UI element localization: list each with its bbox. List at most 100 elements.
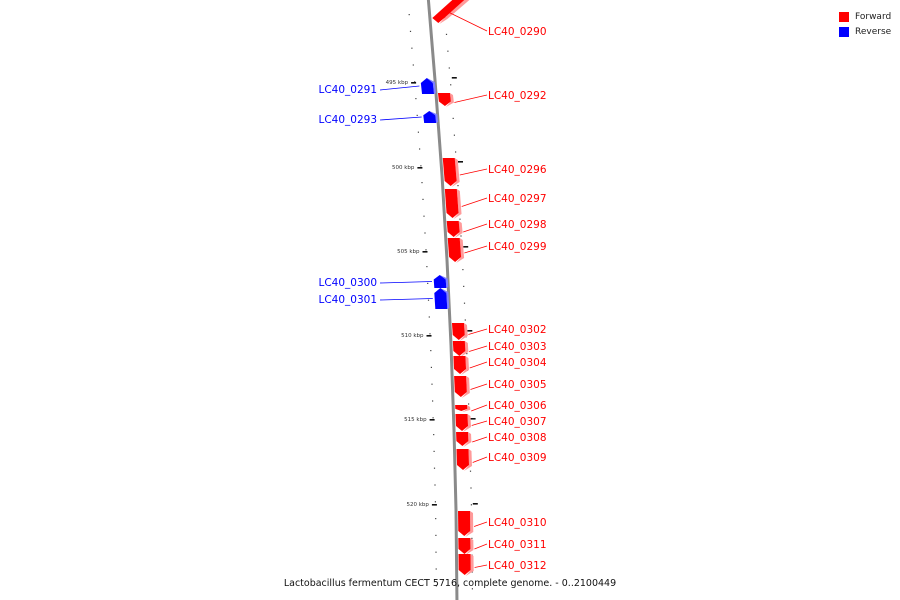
gene-LC40_0305[interactable]: LC40_0305 bbox=[454, 376, 547, 398]
tick-dot bbox=[429, 333, 431, 335]
gene-arrow[interactable] bbox=[458, 538, 471, 554]
major-tick bbox=[429, 419, 435, 421]
tick-dot bbox=[459, 218, 461, 220]
gene-label[interactable]: LC40_0291 bbox=[318, 84, 377, 96]
gene-label[interactable]: LC40_0300 bbox=[318, 277, 377, 289]
gene-arrow[interactable] bbox=[420, 78, 435, 94]
tick-dot bbox=[417, 131, 419, 133]
legend-reverse-label: Reverse bbox=[855, 26, 892, 37]
gene-label[interactable]: LC40_0293 bbox=[318, 114, 377, 126]
gene-arrow-shade bbox=[445, 93, 454, 107]
gene-LC40_0301[interactable]: LC40_0301 bbox=[318, 288, 450, 309]
gene-leader-line bbox=[471, 420, 488, 426]
gene-LC40_0299[interactable]: LC40_0299 bbox=[447, 238, 547, 263]
gene-arrow[interactable] bbox=[434, 288, 448, 309]
gene-LC40_0307[interactable]: LC40_0307 bbox=[455, 414, 547, 432]
tick-dot bbox=[470, 504, 472, 506]
gene-label[interactable]: LC40_0296 bbox=[488, 164, 547, 176]
gene-arrow[interactable] bbox=[451, 323, 465, 340]
gene-label[interactable]: LC40_0297 bbox=[488, 193, 547, 205]
gene-arrow[interactable] bbox=[447, 238, 462, 262]
gene-label[interactable]: LC40_0292 bbox=[488, 90, 547, 102]
gene-label[interactable]: LC40_0298 bbox=[488, 219, 547, 231]
gene-LC40_0300[interactable]: LC40_0300 bbox=[318, 275, 449, 289]
gene-label[interactable]: LC40_0303 bbox=[488, 341, 547, 353]
kbp-label: 515 kbp bbox=[404, 417, 427, 423]
gene-arrow-shade bbox=[439, 275, 449, 288]
gene-label[interactable]: LC40_0309 bbox=[488, 452, 547, 464]
gene-arrow[interactable] bbox=[452, 341, 466, 356]
major-tick bbox=[417, 167, 423, 169]
gene-arrow-shade bbox=[426, 78, 437, 94]
gene-LC40_0291[interactable]: LC40_0291 bbox=[318, 78, 437, 96]
gene-arrow-shade bbox=[465, 511, 474, 537]
gene-label[interactable]: LC40_0306 bbox=[488, 400, 547, 412]
gene-LC40_0293[interactable]: LC40_0293 bbox=[318, 111, 439, 126]
gene-LC40_0292[interactable]: LC40_0292 bbox=[437, 90, 547, 107]
gene-label[interactable]: LC40_0310 bbox=[488, 517, 547, 529]
gene-label[interactable]: LC40_0312 bbox=[488, 560, 547, 572]
gene-label[interactable]: LC40_0290 bbox=[488, 26, 547, 38]
gene-LC40_0296[interactable]: LC40_0296 bbox=[442, 158, 547, 187]
gene-arrow[interactable] bbox=[455, 405, 468, 411]
gene-arrow[interactable] bbox=[437, 93, 451, 106]
gene-arrow[interactable] bbox=[456, 449, 469, 470]
tick-dot bbox=[432, 400, 434, 402]
tick-dot bbox=[408, 14, 410, 16]
tick-dot bbox=[424, 232, 426, 234]
gene-arrow[interactable] bbox=[455, 414, 469, 431]
gene-arrow[interactable] bbox=[444, 189, 459, 218]
gene-arrow[interactable] bbox=[458, 554, 471, 575]
tick-dot bbox=[455, 151, 457, 153]
gene-arrow-shade bbox=[456, 238, 465, 263]
gene-label[interactable]: LC40_0304 bbox=[488, 357, 547, 369]
gene-label[interactable]: LC40_0302 bbox=[488, 324, 547, 336]
gene-label[interactable]: LC40_0307 bbox=[488, 416, 547, 428]
gene-arrow[interactable] bbox=[432, 0, 471, 23]
gene-LC40_0298[interactable]: LC40_0298 bbox=[446, 219, 547, 238]
gene-label[interactable]: LC40_0301 bbox=[318, 294, 377, 306]
gene-leader-line bbox=[379, 85, 420, 91]
gene-arrow-shade bbox=[451, 158, 460, 187]
kbp-label: 505 kbp bbox=[397, 249, 420, 255]
legend-forward-label: Forward bbox=[855, 11, 892, 22]
major-tick bbox=[426, 335, 432, 337]
gene-LC40_0306[interactable]: LC40_0306 bbox=[455, 400, 547, 412]
tick-dot bbox=[433, 450, 435, 452]
gene-arrow[interactable] bbox=[454, 376, 467, 397]
gene-LC40_0302[interactable]: LC40_0302 bbox=[451, 323, 547, 341]
gene-arrow[interactable] bbox=[453, 356, 467, 374]
gene-leader-line bbox=[469, 361, 488, 369]
gene-LC40_0312[interactable]: LC40_0312 bbox=[458, 554, 547, 576]
gene-LC40_0303[interactable]: LC40_0303 bbox=[452, 341, 547, 357]
gene-LC40_0308[interactable]: LC40_0308 bbox=[456, 432, 547, 447]
gene-arrow[interactable] bbox=[442, 158, 457, 186]
gene-arrow[interactable] bbox=[456, 432, 469, 446]
gene-LC40_0290[interactable]: LC40_0290 bbox=[432, 0, 547, 38]
gene-label[interactable]: LC40_0311 bbox=[488, 539, 547, 551]
tick-dot bbox=[445, 33, 448, 35]
gene-LC40_0309[interactable]: LC40_0309 bbox=[456, 449, 547, 471]
gene-LC40_0304[interactable]: LC40_0304 bbox=[453, 356, 547, 375]
tick-dot bbox=[450, 84, 452, 86]
gene-arrow[interactable] bbox=[433, 275, 447, 288]
major-tick bbox=[458, 161, 463, 163]
major-tick bbox=[463, 246, 469, 248]
gene-leader-line bbox=[461, 197, 488, 207]
gene-LC40_0310[interactable]: LC40_0310 bbox=[458, 511, 547, 537]
gene-arrow[interactable] bbox=[458, 511, 471, 536]
gene-arrow[interactable] bbox=[423, 111, 437, 123]
forward-swatch bbox=[839, 11, 849, 22]
gene-arrow-shade bbox=[459, 323, 468, 341]
gene-label[interactable]: LC40_0308 bbox=[488, 432, 547, 444]
tick-dot bbox=[427, 282, 429, 284]
gene-LC40_0297[interactable]: LC40_0297 bbox=[444, 189, 547, 219]
gene-label[interactable]: LC40_0299 bbox=[488, 241, 547, 253]
legend-forward: Forward bbox=[839, 9, 891, 24]
gene-label[interactable]: LC40_0305 bbox=[488, 379, 547, 391]
tick-dot bbox=[434, 484, 436, 486]
tick-dot bbox=[435, 585, 437, 587]
tick-dot bbox=[414, 81, 416, 83]
gene-LC40_0311[interactable]: LC40_0311 bbox=[458, 538, 547, 555]
gene-arrow[interactable] bbox=[446, 221, 460, 237]
